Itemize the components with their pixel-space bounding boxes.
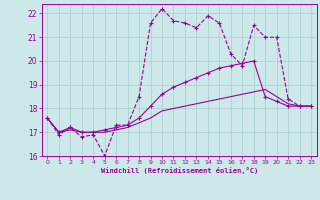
X-axis label: Windchill (Refroidissement éolien,°C): Windchill (Refroidissement éolien,°C): [100, 167, 258, 174]
